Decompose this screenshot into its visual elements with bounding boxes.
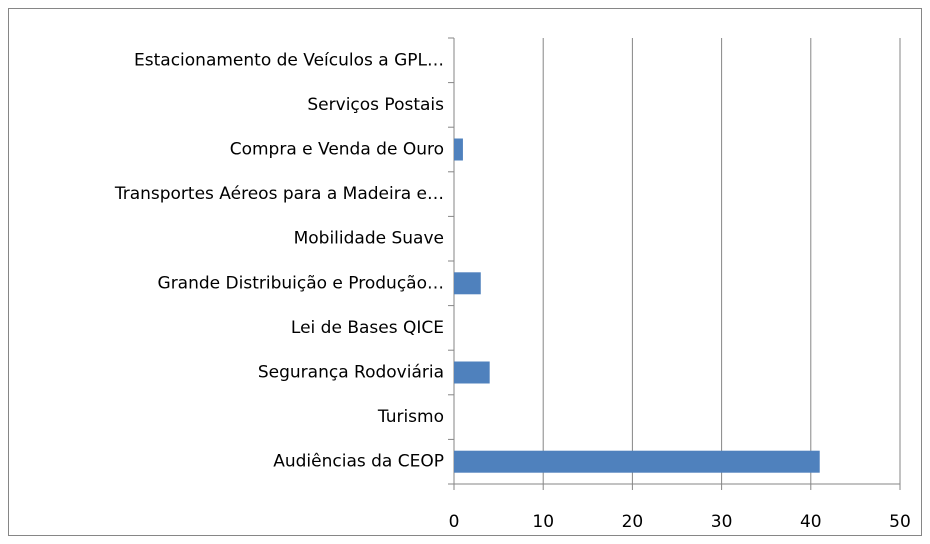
y-tick-label: Grande Distribuição e Produção… — [158, 273, 444, 293]
x-tick-label: 20 — [622, 512, 644, 532]
bar — [454, 361, 490, 384]
bar — [454, 272, 481, 295]
y-tick-label: Turismo — [377, 407, 444, 427]
x-tick-label: 50 — [889, 512, 911, 532]
y-tick-label: Mobilidade Suave — [294, 229, 444, 249]
x-tick-label: 0 — [449, 512, 460, 532]
x-tick-label: 30 — [711, 512, 733, 532]
chart-border — [8, 8, 922, 536]
x-tick-label: 40 — [800, 512, 822, 532]
y-tick-label: Segurança Rodoviária — [258, 363, 444, 383]
y-tick-label: Transportes Aéreos para a Madeira e… — [114, 184, 444, 204]
bar — [454, 138, 463, 161]
y-tick-label: Audiências da CEOP — [273, 452, 444, 472]
x-tick-label: 10 — [532, 512, 554, 532]
y-tick-label: Serviços Postais — [307, 95, 444, 115]
bar — [454, 450, 820, 473]
y-tick-label: Estacionamento de Veículos a GPL… — [134, 50, 444, 70]
y-tick-label: Compra e Venda de Ouro — [230, 140, 444, 160]
y-tick-label: Lei de Bases QICE — [291, 318, 444, 338]
